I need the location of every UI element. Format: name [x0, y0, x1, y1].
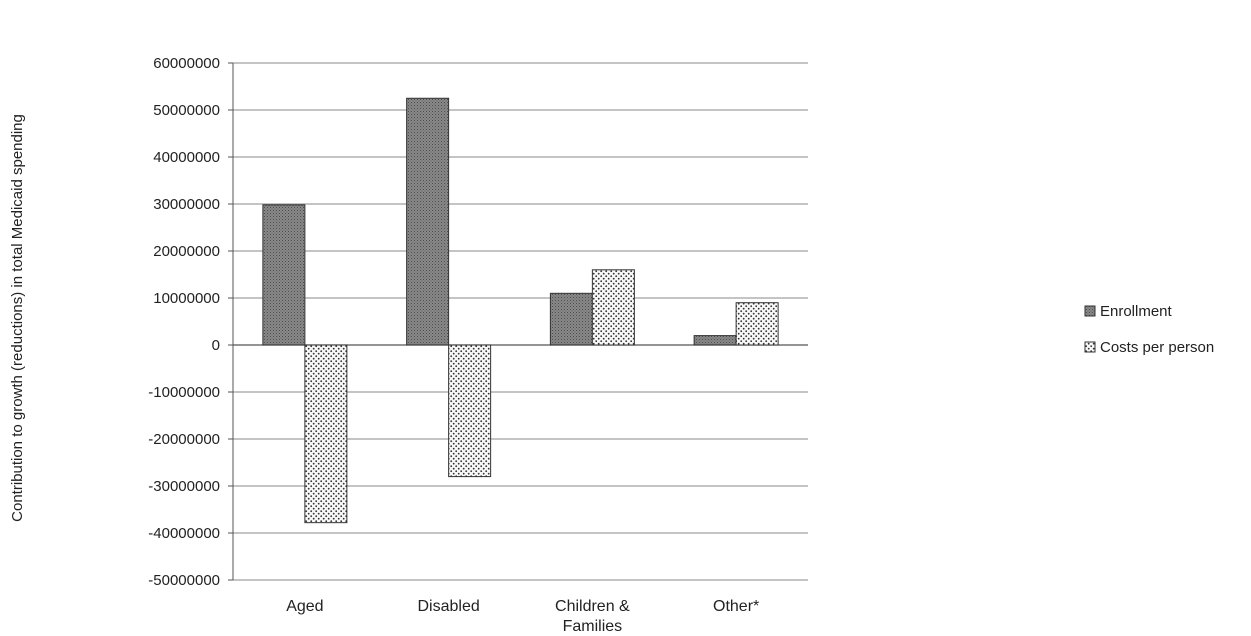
x-category-label: Aged — [286, 598, 323, 615]
y-tick-label: 50000000 — [153, 102, 220, 119]
y-tick-label: 30000000 — [153, 196, 220, 213]
y-tick-label: -10000000 — [148, 384, 220, 401]
bars — [262, 97, 779, 524]
bar-enrollment — [693, 335, 737, 346]
bar-enrollment — [262, 204, 306, 346]
y-tick-label: -30000000 — [148, 478, 220, 495]
bar-costs-per-person — [591, 269, 635, 346]
y-tick-label: 60000000 — [153, 55, 220, 72]
x-category-label: Disabled — [417, 598, 479, 615]
bar-costs-per-person — [304, 344, 348, 524]
y-tick-label: 20000000 — [153, 243, 220, 260]
y-tick-label: -50000000 — [148, 572, 220, 589]
legend: Enrollment Costs per person — [1084, 303, 1214, 356]
bar-costs-per-person — [448, 344, 492, 478]
bar-enrollment — [406, 97, 450, 346]
legend-label: Costs per person — [1100, 339, 1214, 356]
y-tick-label: 10000000 — [153, 290, 220, 307]
x-axis-categories: Aged Disabled Children & Families Other* — [286, 598, 759, 635]
bar-costs-per-person — [735, 302, 779, 346]
bar-enrollment — [549, 292, 593, 346]
y-tick-label: 0 — [212, 337, 220, 354]
legend-label: Enrollment — [1100, 303, 1173, 320]
x-category-label: Children & Families — [555, 598, 630, 635]
legend-swatch — [1084, 305, 1096, 317]
y-tick-label: -40000000 — [148, 525, 220, 542]
legend-swatch — [1084, 341, 1096, 353]
y-axis-ticks: 60000000 50000000 40000000 30000000 20000000… — [148, 55, 233, 589]
y-tick-label: -20000000 — [148, 431, 220, 448]
x-category-label: Other* — [713, 598, 759, 615]
y-axis-label: Contribution to growth (reductions) in t… — [9, 114, 26, 522]
y-tick-label: 40000000 — [153, 149, 220, 166]
